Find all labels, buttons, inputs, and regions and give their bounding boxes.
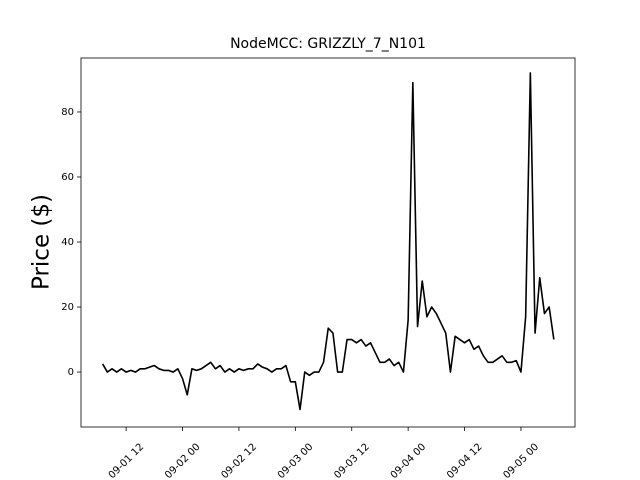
y-tick-label: 60 <box>61 172 74 183</box>
y-tick-label: 0 <box>68 367 74 378</box>
y-axis-label: Price ($) <box>29 194 55 290</box>
y-tick-label: 40 <box>61 237 74 248</box>
y-tick-label: 20 <box>61 302 74 313</box>
y-tick-label: 80 <box>61 107 74 118</box>
price-line <box>101 72 555 411</box>
plot-frame <box>80 57 576 428</box>
chart-title: NodeMCC: GRIZZLY_7_N101 <box>230 36 426 52</box>
